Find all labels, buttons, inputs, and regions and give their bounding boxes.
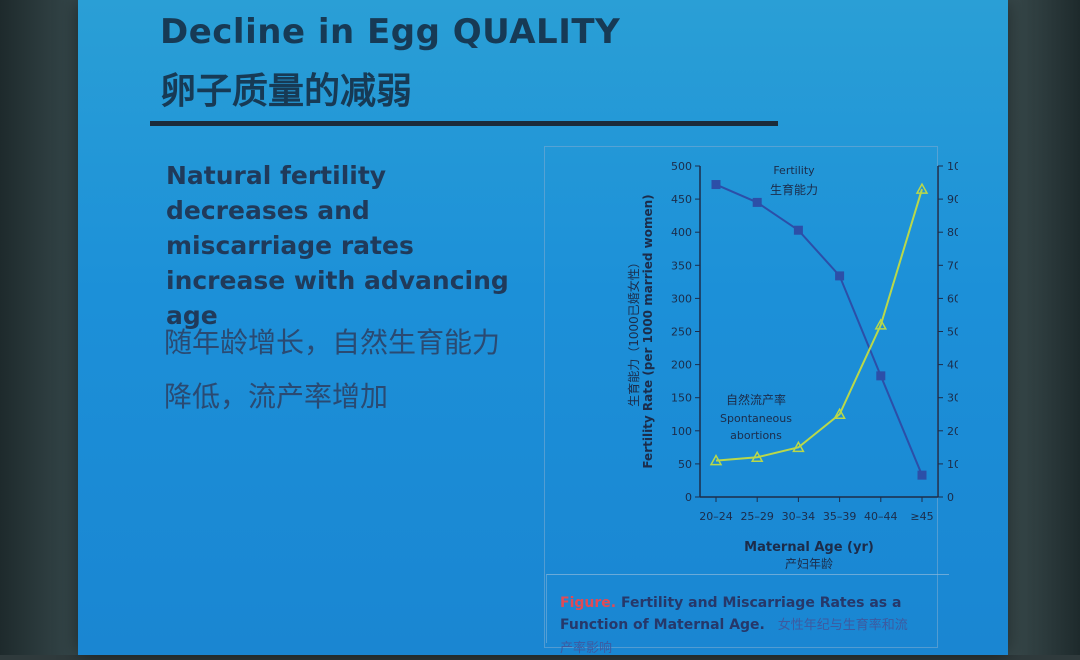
fertility-point xyxy=(752,197,762,207)
x-tick-label: 30–34 xyxy=(782,510,816,523)
right-tick-label: 10 xyxy=(947,458,958,471)
right-tick-label: 80 xyxy=(947,226,958,239)
fertility-point xyxy=(793,225,803,235)
title-divider xyxy=(150,121,778,126)
caption-frame xyxy=(546,574,949,643)
bullet-text-chinese: 随年龄增长，自然生育能力降低，流产率增加 xyxy=(164,326,501,413)
abortion-series-label-1: Spontaneous xyxy=(720,412,792,425)
chart-series xyxy=(709,180,929,480)
fertility-point xyxy=(876,371,886,381)
left-axis-title: Fertility Rate (per 1000 married women) xyxy=(641,194,655,468)
fertility-point xyxy=(835,271,845,281)
right-axis-title-cn: 女性流产率 xyxy=(957,264,958,319)
right-tick-label: 100 xyxy=(947,160,958,173)
fertility-point xyxy=(917,470,927,480)
slide-title-chinese: 卵子质量的减弱 xyxy=(160,71,413,112)
chart-labels: Maternal Age (yr) 产妇年龄 Fertility Rate (per… xyxy=(626,164,958,571)
x-tick-label: 25–29 xyxy=(740,510,774,523)
left-tick-label: 300 xyxy=(671,292,692,305)
left-tick-label: 250 xyxy=(671,326,692,339)
x-axis-title-cn: 产妇年龄 xyxy=(785,557,833,571)
left-tick-label: 200 xyxy=(671,359,692,372)
abortion-series-label-2: abortions xyxy=(730,429,782,442)
abortion-point xyxy=(709,454,723,466)
abortion-point xyxy=(792,440,805,453)
x-tick-label: ≥45 xyxy=(910,510,933,523)
fertility-miscarriage-chart: 0 50 100 150 200 250 300 350 400 450 500 0 10 20 30 40 5… xyxy=(626,160,958,571)
left-tick-label: 50 xyxy=(678,458,692,471)
right-tick-label: 60 xyxy=(947,292,958,305)
figure-caption: Figure. Fertility and Miscarriage Rates … xyxy=(560,592,920,660)
right-tick-label: 70 xyxy=(947,259,958,272)
left-tick-label: 150 xyxy=(671,392,692,405)
x-tick-label: 40–44 xyxy=(864,510,898,523)
caption-text-chinese: 女性年纪与生育率和流产率影响 xyxy=(560,618,908,656)
abortion-line xyxy=(715,188,923,462)
left-tick-label: 500 xyxy=(671,160,692,173)
left-tick-label: 100 xyxy=(671,425,692,438)
left-axis-title-cn: 生育能力（1000已婚女性） xyxy=(626,256,641,407)
right-tick-label: 40 xyxy=(947,359,958,372)
x-tick-label: 35–39 xyxy=(823,510,857,523)
bullet-text-english: Natural fertility decreases and miscarri… xyxy=(166,161,509,330)
left-tick-label: 400 xyxy=(671,226,692,239)
right-tick-label: 90 xyxy=(947,193,958,206)
x-tick-label: 20–24 xyxy=(699,510,733,523)
left-tick-label: 450 xyxy=(671,193,692,206)
caption-figure-label: Figure. xyxy=(560,595,617,611)
left-tick-label: 350 xyxy=(671,259,692,272)
fertility-series-label-cn: 生育能力 xyxy=(770,182,818,197)
right-tick-label: 50 xyxy=(947,326,958,339)
fertility-point xyxy=(711,180,721,190)
abortion-series-label-cn: 自然流产率 xyxy=(726,392,786,407)
left-tick-label: 0 xyxy=(685,491,692,504)
caption-text-english: Fertility and Miscarriage Rates as a Fun… xyxy=(560,595,902,633)
right-background xyxy=(1008,0,1080,655)
right-tick-label: 0 xyxy=(947,491,954,504)
chart-axes: 0 50 100 150 200 250 300 350 400 450 500 0 10 20 30 40 5… xyxy=(671,160,958,523)
fertility-series-label: Fertility xyxy=(773,164,815,177)
abortion-point xyxy=(750,450,764,463)
x-axis-title: Maternal Age (yr) xyxy=(744,540,874,555)
abortion-point xyxy=(833,407,846,419)
slide-title-english: Decline in Egg QUALITY xyxy=(160,12,621,52)
left-background xyxy=(0,0,78,655)
abortion-point xyxy=(874,318,888,330)
right-tick-label: 20 xyxy=(947,425,958,438)
fertility-line xyxy=(715,183,923,476)
right-tick-label: 30 xyxy=(947,392,958,405)
abortion-point xyxy=(915,182,929,194)
presentation-slide: Decline in Egg QUALITY 卵子质量的减弱 Natural f… xyxy=(78,0,1008,656)
